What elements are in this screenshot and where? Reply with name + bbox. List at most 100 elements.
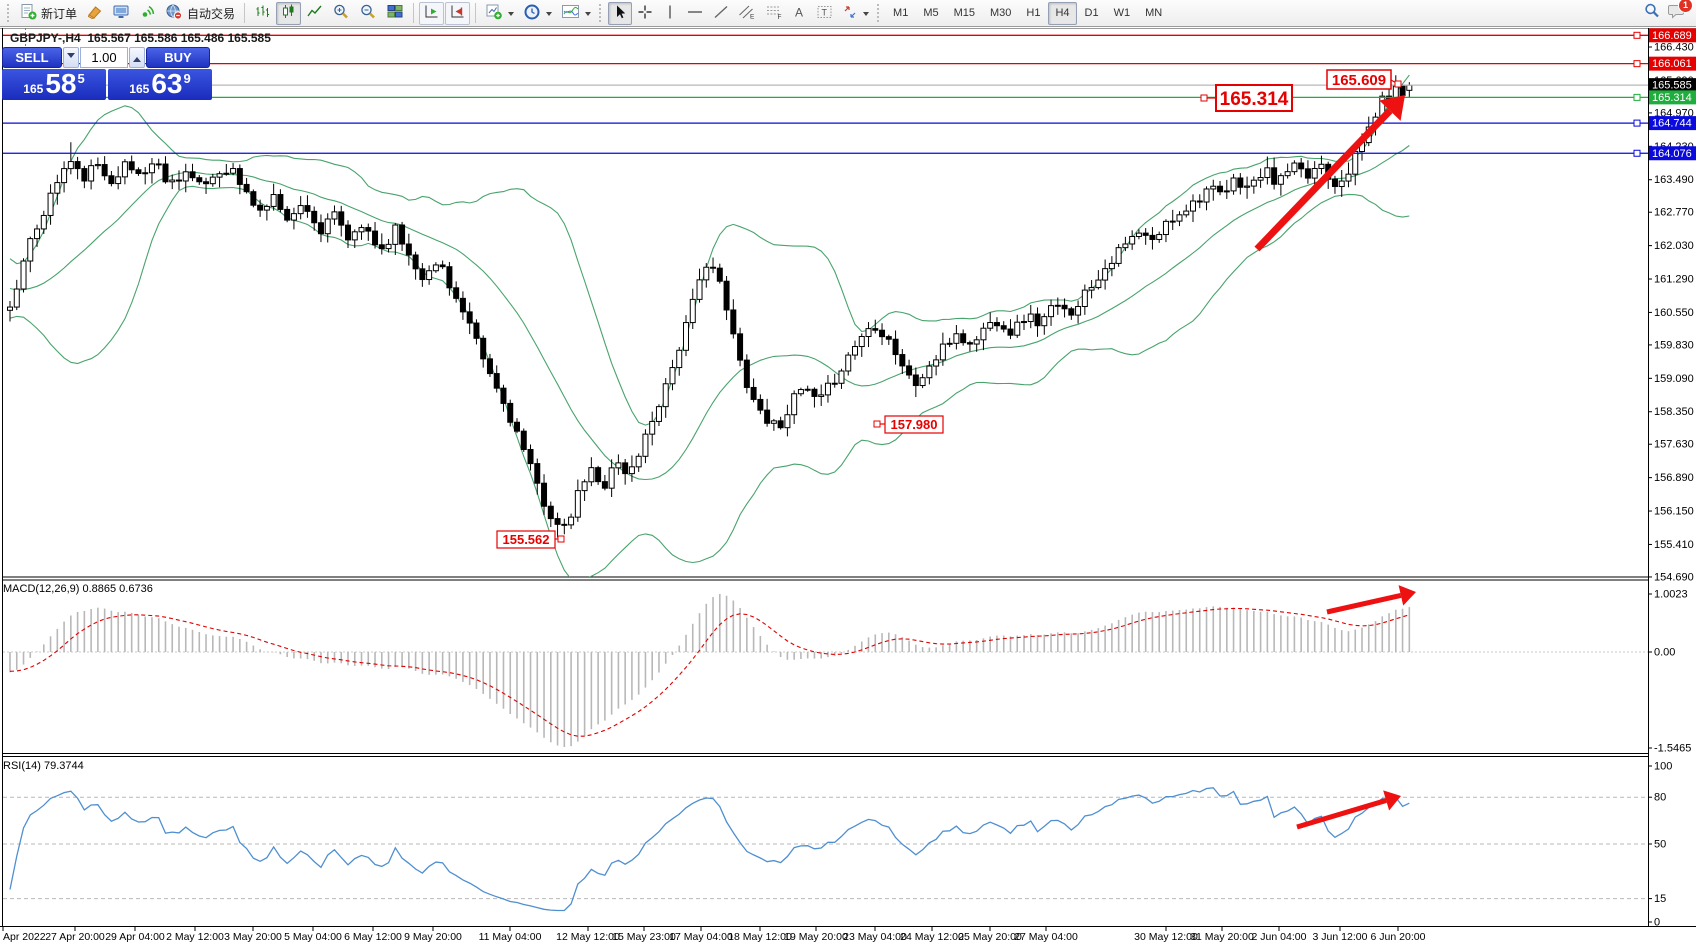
notifications-button[interactable]: 1 bbox=[1667, 0, 1693, 25]
time-axis-label: 27 May 04:00 bbox=[1014, 931, 1078, 943]
timeframe-m5[interactable]: M5 bbox=[916, 2, 945, 25]
candle-body bbox=[1176, 214, 1183, 222]
zoom-out-button[interactable] bbox=[355, 2, 381, 25]
eraser-button[interactable] bbox=[82, 2, 107, 25]
annotation-price-label: 157.980 bbox=[891, 417, 938, 432]
signals-button[interactable] bbox=[135, 2, 160, 25]
price-level-handle bbox=[1633, 60, 1641, 68]
candle-body bbox=[649, 420, 656, 435]
bar-chart-icon bbox=[254, 3, 271, 23]
candle-body bbox=[1257, 177, 1264, 181]
period-button[interactable] bbox=[519, 2, 556, 25]
auto-scroll-button[interactable] bbox=[419, 1, 445, 25]
search-icon[interactable] bbox=[1643, 2, 1661, 25]
terminal-button[interactable] bbox=[108, 2, 134, 25]
candle-body bbox=[128, 161, 135, 171]
candle-body bbox=[1007, 328, 1014, 336]
candle-body bbox=[980, 327, 987, 341]
time-axis-label: 31 May 20:00 bbox=[1190, 931, 1254, 943]
candle-body bbox=[1331, 178, 1338, 188]
vertical-line-tool-button[interactable] bbox=[658, 2, 681, 25]
candle-body bbox=[135, 169, 142, 175]
bar-chart-mode-button[interactable] bbox=[250, 2, 275, 25]
candle-body bbox=[831, 382, 838, 385]
tile-windows-button[interactable] bbox=[382, 2, 408, 25]
timeframe-h1[interactable]: H1 bbox=[1019, 2, 1047, 25]
candle-body bbox=[723, 280, 730, 311]
horizontal-line-tool-button[interactable] bbox=[682, 2, 708, 25]
candle-body bbox=[7, 306, 13, 311]
candlestick-mode-button[interactable] bbox=[276, 1, 302, 25]
rsi-scale-label: 0 bbox=[1654, 917, 1660, 929]
timeframe-group: M1 M5 M15 M30 H1 H4 D1 W1 MN bbox=[886, 1, 1169, 25]
autotrading-button[interactable]: 自动交易 bbox=[161, 2, 239, 25]
dropdown-caret-icon bbox=[863, 12, 870, 19]
candle-body bbox=[703, 266, 710, 281]
candle-body bbox=[1115, 247, 1122, 264]
new-chart-button[interactable] bbox=[481, 2, 518, 25]
candle-body bbox=[223, 172, 230, 175]
price-level-handle bbox=[1633, 119, 1641, 127]
candle-body bbox=[61, 168, 68, 184]
candle-body bbox=[514, 421, 520, 432]
volume-input[interactable] bbox=[80, 47, 128, 68]
buy-button[interactable]: BUY bbox=[146, 47, 210, 68]
candle-body bbox=[716, 267, 723, 282]
timeframe-w1[interactable]: W1 bbox=[1107, 2, 1138, 25]
zoom-in-button[interactable] bbox=[328, 2, 354, 25]
macd-scale-label: 1.0023 bbox=[1654, 589, 1688, 601]
timeframe-h4[interactable]: H4 bbox=[1048, 1, 1077, 25]
channel-tool-button[interactable]: E bbox=[734, 2, 760, 25]
timeframe-mn[interactable]: MN bbox=[1138, 2, 1169, 25]
fibonacci-tool-button[interactable]: F bbox=[761, 2, 787, 25]
price-level-box-label: 164.744 bbox=[1652, 118, 1692, 130]
text-tool-button[interactable]: A bbox=[788, 2, 811, 25]
volume-decrease-button[interactable] bbox=[63, 47, 79, 68]
crosshair-tool-button[interactable] bbox=[633, 2, 657, 25]
new-order-button[interactable]: 新订单 bbox=[16, 2, 81, 25]
candle-body bbox=[601, 481, 608, 489]
candle-body bbox=[906, 365, 913, 376]
arrows-tool-button[interactable] bbox=[838, 2, 873, 25]
buy-price-pip: 9 bbox=[183, 71, 191, 86]
candle-body bbox=[764, 409, 771, 424]
bollinger-lower-band bbox=[9, 185, 1410, 577]
line-chart-mode-button[interactable] bbox=[302, 2, 327, 25]
macd-scale-label: -1.5465 bbox=[1654, 743, 1691, 755]
svg-text:T: T bbox=[822, 7, 828, 17]
candle-body bbox=[872, 328, 879, 331]
candle-body bbox=[987, 322, 994, 329]
volume-increase-button[interactable] bbox=[129, 47, 145, 68]
candle-body bbox=[40, 214, 47, 230]
timeframe-m1[interactable]: M1 bbox=[886, 2, 915, 25]
candle-body bbox=[1318, 163, 1325, 170]
chart-shift-button[interactable] bbox=[445, 1, 471, 25]
timeframe-m30[interactable]: M30 bbox=[983, 2, 1018, 25]
candle-body bbox=[1217, 185, 1224, 193]
caret-up-icon bbox=[133, 53, 141, 62]
annotation-box bbox=[884, 415, 944, 434]
candle-body bbox=[1311, 168, 1318, 179]
price-level-box-label: 164.076 bbox=[1652, 148, 1692, 160]
candle-body bbox=[791, 393, 798, 416]
text-label-tool-button[interactable]: T bbox=[812, 2, 837, 25]
indicators-button[interactable] bbox=[557, 2, 595, 25]
main-pane bbox=[7, 74, 1413, 577]
time-axis-label: 19 May 20:00 bbox=[784, 931, 848, 943]
timeframe-d1[interactable]: D1 bbox=[1078, 2, 1106, 25]
trendline-tool-button[interactable] bbox=[709, 2, 733, 25]
candle-body bbox=[473, 322, 480, 339]
timeframe-m15[interactable]: M15 bbox=[947, 2, 982, 25]
candle-body bbox=[81, 168, 88, 182]
time-axis-label: 30 May 12:00 bbox=[1134, 931, 1198, 943]
sell-price-display[interactable]: 165 58 5 bbox=[2, 69, 106, 100]
candle-body bbox=[1041, 316, 1048, 327]
price-level-handle bbox=[1633, 149, 1641, 157]
candle-body bbox=[412, 254, 419, 270]
buy-price-display[interactable]: 165 63 9 bbox=[108, 69, 212, 100]
cursor-tool-button[interactable] bbox=[608, 1, 633, 25]
candle-body bbox=[493, 373, 500, 389]
sell-button[interactable]: SELL bbox=[2, 47, 62, 68]
price-chart-canvas[interactable]: 166.430165.690164.970164.230163.490162.7… bbox=[0, 28, 1696, 944]
candle-body bbox=[182, 171, 189, 182]
